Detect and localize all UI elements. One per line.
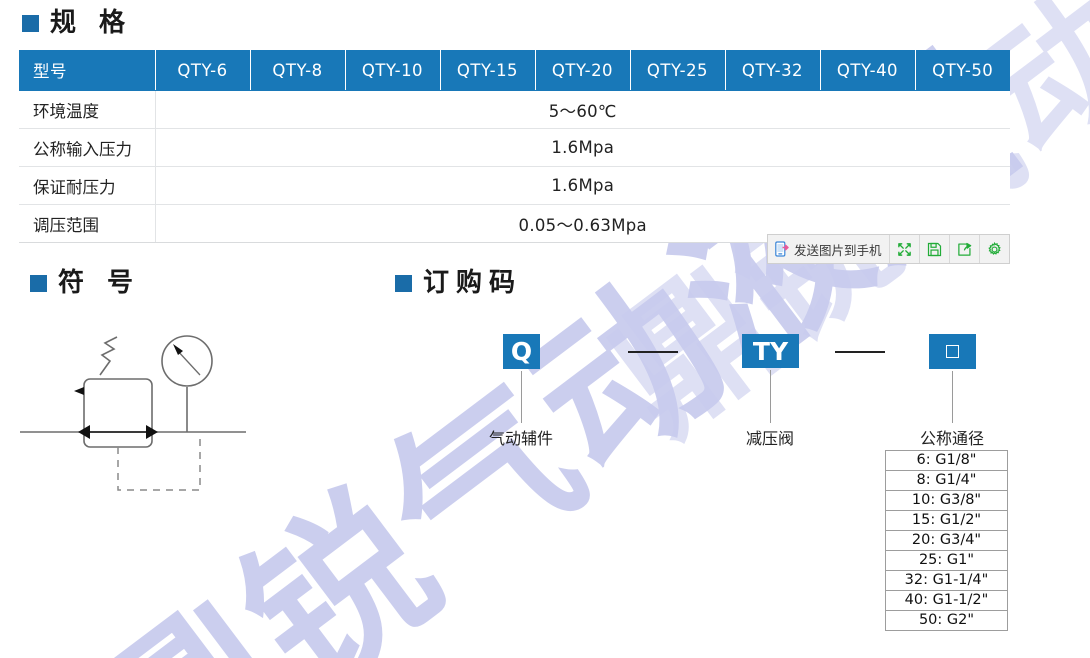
column-header-qty10: QTY-10 <box>345 50 441 91</box>
column-header-qty8: QTY-8 <box>250 50 346 91</box>
bore-size-option-list: 6: G1/8" 8: G1/4" 10: G3/8" 15: G1/2" 20… <box>885 450 1008 631</box>
list-item: 15: G1/2" <box>886 511 1007 531</box>
send-image-to-phone-label: 发送图片到手机 <box>794 242 882 258</box>
list-item: 25: G1" <box>886 551 1007 571</box>
gear-icon <box>987 241 1002 257</box>
section-heading-order-code: 订购码 <box>395 270 522 296</box>
list-item: 10: G3/8" <box>886 491 1007 511</box>
section-heading-spec: 规 格 <box>22 10 132 36</box>
column-header-qty50: QTY-50 <box>915 50 1010 91</box>
column-header-qty25: QTY-25 <box>630 50 726 91</box>
column-header-model: 型号 <box>19 50 156 91</box>
section-heading-symbol: 符 号 <box>30 270 140 296</box>
order-code-badge-ty: TY <box>742 334 799 368</box>
order-code-separator <box>628 351 678 353</box>
column-header-qty15: QTY-15 <box>440 50 536 91</box>
table-row: 公称输入压力 1.6Mpa <box>19 128 1010 167</box>
table-header-row: 型号 QTY-6 QTY-8 QTY-10 QTY-15 QTY-20 QTY-… <box>19 50 1010 91</box>
section-marker-icon <box>22 14 39 32</box>
order-code-caption-component: 气动辅件 <box>488 429 554 448</box>
table-row: 保证耐压力 1.6Mpa <box>19 166 1010 205</box>
expand-button[interactable] <box>889 235 920 263</box>
list-item: 40: G1-1/2" <box>886 591 1007 611</box>
order-code-caption-bore: 公称通径 <box>919 429 985 448</box>
order-code-separator <box>835 351 885 353</box>
column-header-qty40: QTY-40 <box>820 50 916 91</box>
send-image-to-phone-button[interactable]: 发送图片到手机 <box>768 235 890 263</box>
column-header-qty32: QTY-32 <box>725 50 821 91</box>
list-item: 6: G1/8" <box>886 451 1007 471</box>
image-toolbar: 发送图片到手机 <box>767 234 1010 264</box>
row-label-regulating-range: 调压范围 <box>19 204 156 243</box>
save-button[interactable] <box>919 235 950 263</box>
order-code-leader-line <box>952 371 953 423</box>
order-code-badge-q: Q <box>503 334 540 369</box>
order-code-leader-line <box>521 371 522 423</box>
square-placeholder-icon <box>946 345 959 358</box>
row-label-ambient-temp: 环境温度 <box>19 90 156 129</box>
list-item: 50: G2" <box>918 612 975 628</box>
section-marker-icon <box>30 274 47 292</box>
column-header-qty6: QTY-6 <box>155 50 251 91</box>
share-icon <box>957 242 972 257</box>
table-row: 环境温度 5～60℃ <box>19 90 1010 129</box>
specification-table: 型号 QTY-6 QTY-8 QTY-10 QTY-15 QTY-20 QTY-… <box>19 50 1010 243</box>
order-code-badge-size <box>929 334 976 369</box>
section-title-spec: 规 格 <box>50 8 133 38</box>
share-button[interactable] <box>949 235 980 263</box>
list-item: 8: G1/4" <box>886 471 1007 491</box>
settings-button[interactable] <box>979 235 1009 263</box>
column-header-qty20: QTY-20 <box>535 50 631 91</box>
row-value-nominal-input-pressure: 1.6Mpa <box>155 128 1010 167</box>
phone-send-icon <box>775 241 790 257</box>
row-value-ambient-temp: 5～60℃ <box>155 90 1010 129</box>
section-title-symbol: 符 号 <box>58 268 141 298</box>
section-title-order-code: 订购码 <box>423 268 523 298</box>
order-code-caption-regulator: 减压阀 <box>745 429 795 448</box>
expand-icon <box>897 242 912 257</box>
list-item: 20: G3/4" <box>886 531 1007 551</box>
row-value-proof-pressure: 1.6Mpa <box>155 166 1010 205</box>
list-item: 32: G1-1/4" <box>886 571 1007 591</box>
pressure-regulator-symbol-diagram <box>10 325 270 520</box>
order-code-leader-line <box>770 370 771 423</box>
row-label-nominal-input-pressure: 公称输入压力 <box>19 128 156 167</box>
order-code-diagram: Q TY 气动辅件 减压阀 公称通径 6: G1/8" 8: G1/4" 10:… <box>470 325 1070 645</box>
save-icon <box>927 242 942 257</box>
row-label-proof-pressure: 保证耐压力 <box>19 166 156 205</box>
section-marker-icon <box>395 274 412 292</box>
